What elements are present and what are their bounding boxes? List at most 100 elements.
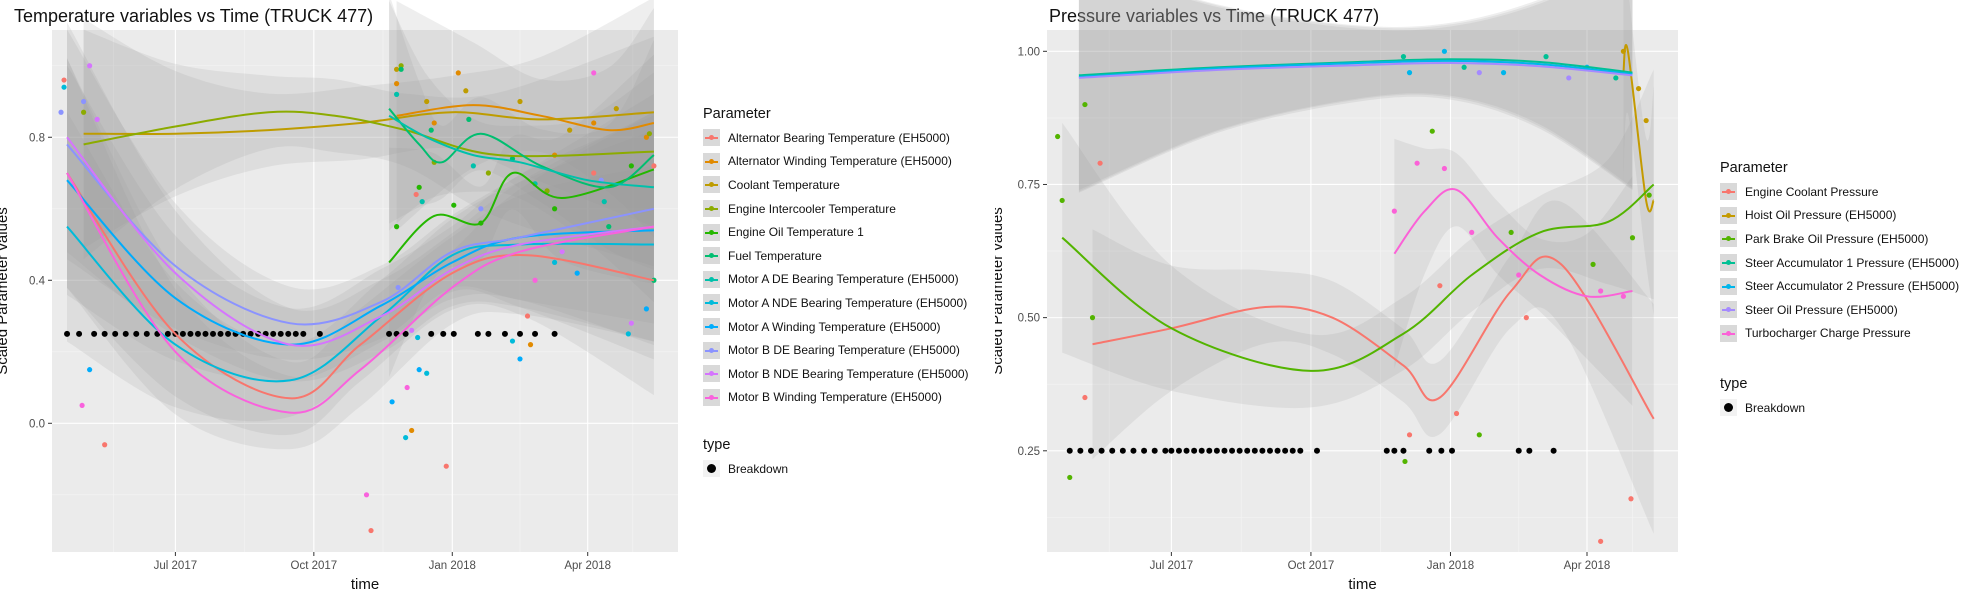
breakdown-point bbox=[112, 330, 119, 337]
data-point bbox=[1523, 315, 1529, 321]
data-point bbox=[646, 131, 653, 137]
data-point bbox=[87, 367, 93, 373]
data-point bbox=[470, 163, 476, 169]
data-point bbox=[79, 402, 85, 409]
series-line bbox=[66, 143, 655, 326]
data-point bbox=[463, 88, 469, 94]
data-point bbox=[404, 384, 410, 391]
breakdown-point bbox=[1515, 447, 1522, 454]
data-point bbox=[61, 84, 67, 90]
data-point bbox=[81, 98, 87, 105]
type-legend-title: type bbox=[1720, 376, 1748, 392]
breakdown-point bbox=[179, 330, 186, 337]
breakdown-point bbox=[91, 330, 98, 337]
data-point bbox=[1628, 496, 1634, 502]
chart-title: Temperature variables vs Time (TRUCK 477… bbox=[14, 6, 374, 26]
y-tick-label: 1.00 bbox=[1018, 46, 1040, 58]
temperature-plot: Jul 2017 Oct 2017 Jan 2018 Apr 2018 0.0 0.4 0.… bbox=[0, 0, 678, 593]
breakdown-point bbox=[101, 330, 108, 337]
legend-label: Motor B NDE Bearing Temperature (EH5000) bbox=[728, 366, 969, 381]
data-points bbox=[58, 63, 657, 534]
legend-item: Fuel Temperature bbox=[703, 244, 969, 268]
data-point bbox=[1598, 538, 1604, 544]
type-legend: type Breakdown bbox=[703, 437, 788, 481]
confidence-band bbox=[67, 29, 654, 360]
breakdown-point bbox=[1426, 447, 1433, 454]
data-point bbox=[591, 70, 597, 76]
breakdown-point bbox=[1098, 447, 1105, 454]
data-point bbox=[389, 399, 395, 405]
data-point bbox=[643, 306, 649, 312]
breakdown-point bbox=[1383, 447, 1390, 454]
y-tick-label: 0.8 bbox=[29, 132, 45, 144]
legend-item: Motor B DE Bearing Temperature (EH5000) bbox=[703, 338, 969, 362]
legend-key bbox=[703, 200, 720, 218]
temperature-chart: Temperature variables vs Time (TRUCK 477… bbox=[0, 0, 985, 593]
data-point bbox=[428, 127, 434, 133]
data-point bbox=[1500, 70, 1507, 76]
data-point bbox=[1508, 229, 1514, 236]
breakdown-point bbox=[187, 330, 194, 337]
x-tick-label: Oct 2017 bbox=[291, 560, 338, 572]
data-point bbox=[1082, 101, 1088, 108]
data-point bbox=[1429, 128, 1435, 134]
breakdown-point bbox=[1313, 447, 1320, 454]
breakdown-point bbox=[1221, 447, 1228, 454]
legend-label: Fuel Temperature bbox=[728, 248, 822, 263]
data-point bbox=[1402, 458, 1408, 465]
breakdown-point bbox=[1244, 447, 1251, 454]
data-point bbox=[61, 77, 67, 83]
breakdown-points bbox=[64, 330, 558, 337]
legend-item: Steer Accumulator 2 Pressure (EH5000) bbox=[1720, 274, 1959, 298]
parameter-legend: Parameter Engine Coolant Pressure Hoist O… bbox=[1720, 160, 1959, 345]
breakdown-point bbox=[1183, 447, 1190, 454]
data-point bbox=[1516, 272, 1522, 278]
data-point bbox=[102, 442, 108, 448]
series-line bbox=[1061, 183, 1655, 372]
legend-key bbox=[703, 176, 720, 194]
breakdown-point bbox=[1282, 447, 1289, 454]
legend-item: Motor B Winding Temperature (EH5000) bbox=[703, 386, 969, 410]
confidence-band bbox=[67, 111, 654, 422]
breakdown-point bbox=[1198, 447, 1205, 454]
y-tick-label: 0.25 bbox=[1018, 446, 1040, 458]
parameter-legend: Parameter Alternator Bearing Temperature… bbox=[703, 106, 969, 409]
breakdown-point bbox=[270, 330, 277, 337]
legend-key bbox=[703, 223, 720, 241]
legend-item: Alternator Winding Temperature (EH5000) bbox=[703, 150, 969, 174]
breakdown-point bbox=[516, 330, 523, 337]
legend-key bbox=[703, 365, 720, 383]
legend-key bbox=[703, 129, 720, 147]
legend-key bbox=[703, 341, 720, 359]
legend-key bbox=[703, 152, 720, 170]
legend-item: Turbocharger Charge Pressure bbox=[1720, 322, 1959, 346]
data-point bbox=[419, 199, 425, 205]
confidence-band bbox=[83, 29, 654, 267]
confidence-band bbox=[389, 1, 654, 303]
breakdown-point bbox=[292, 330, 299, 337]
breakdown-point bbox=[300, 330, 307, 337]
data-point bbox=[398, 66, 404, 72]
data-point bbox=[567, 127, 573, 133]
breakdown-point bbox=[1550, 447, 1557, 454]
x-axis-title: time bbox=[1348, 576, 1376, 593]
legend-label: Steer Accumulator 1 Pressure (EH5000) bbox=[1745, 255, 1960, 270]
breakdown-point bbox=[1438, 447, 1445, 454]
x-tick-label: Jul 2017 bbox=[154, 560, 197, 572]
breakdown-point bbox=[76, 330, 83, 337]
data-point bbox=[1067, 474, 1073, 481]
legend-label: Breakdown bbox=[1745, 400, 1806, 415]
breakdown-point bbox=[532, 330, 539, 337]
x-tick-label: Oct 2017 bbox=[1288, 560, 1335, 572]
breakdown-point bbox=[440, 330, 447, 337]
breakdown-point bbox=[1297, 447, 1304, 454]
breakdown-point bbox=[1274, 447, 1281, 454]
breakdown-key bbox=[1720, 399, 1737, 417]
breakdown-point bbox=[1141, 447, 1148, 454]
data-point bbox=[1400, 54, 1407, 60]
breakdown-point bbox=[1448, 447, 1455, 454]
breakdown-point bbox=[194, 330, 201, 337]
breakdown-point bbox=[1119, 447, 1126, 454]
confidence-band bbox=[67, 58, 654, 436]
breakdown-point bbox=[202, 330, 209, 337]
